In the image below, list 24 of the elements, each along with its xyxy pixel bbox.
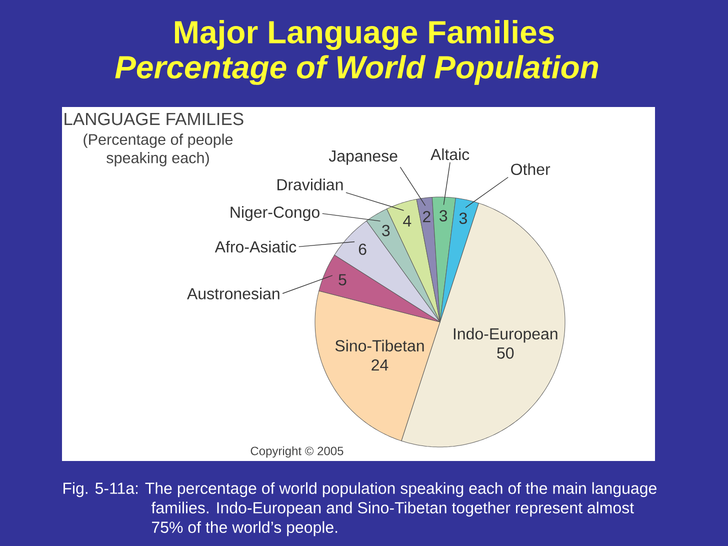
slice-label: Austronesian xyxy=(187,288,280,300)
data-label: 6 xyxy=(358,244,366,255)
caption: Fig. 5-11a: The percentage of world population speaking each of the main language families. Indo-European and Sino-Tibetan together represent almost 75% of the world’s people. xyxy=(64,482,656,536)
text: LANGUAGE FAMILIES xyxy=(64,112,244,126)
slice-label: Afro-Asiatic xyxy=(214,240,296,253)
text: Copyright © 2005 xyxy=(250,446,344,458)
slice-label: Dravidian xyxy=(277,178,343,190)
data-label: 5 xyxy=(338,274,346,286)
chart-subtitle: Percentage of World Population xyxy=(115,55,598,85)
data-label: 2 xyxy=(423,211,430,222)
text: (Percentage of people speaking each) xyxy=(84,134,233,166)
slice-label: Japanese xyxy=(328,150,398,165)
slice-label: Niger-Congo xyxy=(230,206,320,222)
data-label: 3 xyxy=(459,212,467,224)
slice-label: Sino-Tibetan xyxy=(335,340,424,352)
slice-label: Indo-European xyxy=(454,328,558,343)
data-label: 4 xyxy=(403,215,412,226)
data-label: 50 xyxy=(497,347,514,359)
data-label: 3 xyxy=(440,210,448,222)
data-label: 3 xyxy=(382,224,390,236)
chart-title: Major Language Families xyxy=(174,20,554,50)
data-label: 24 xyxy=(372,359,388,371)
slice-label: Other xyxy=(511,163,550,176)
slice-label: Altaic xyxy=(430,148,470,160)
